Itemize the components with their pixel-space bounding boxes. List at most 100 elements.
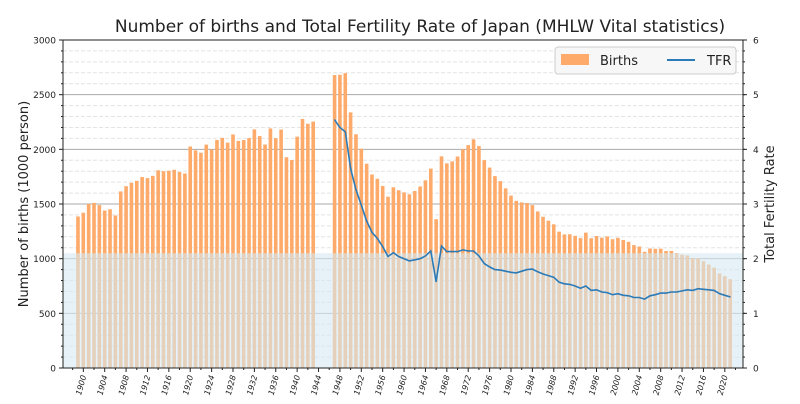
- tfr-point-2008: [660, 292, 662, 294]
- x-tick-label: 1964: [416, 374, 430, 396]
- x-tick-label: 1996: [587, 374, 601, 396]
- bar-1932: [252, 129, 257, 368]
- y-left-tick-label: 3000: [33, 37, 56, 47]
- x-tick-label: 1960: [395, 374, 409, 396]
- x-tick-label: 2012: [673, 374, 687, 396]
- tfr-point-2019: [718, 293, 721, 295]
- tfr-point-1979: [505, 270, 507, 272]
- bar-1949: [343, 73, 348, 369]
- x-tick-label: 2004: [630, 374, 644, 396]
- y-left-tick-label: 1500: [33, 201, 56, 211]
- tfr-point-1994: [585, 285, 587, 287]
- tfr-point-1962: [414, 259, 416, 261]
- x-tick-label: 1900: [74, 374, 88, 396]
- y-right-tick-label: 3: [753, 201, 759, 211]
- tfr-point-1956: [382, 246, 384, 248]
- tfr-point-1971: [462, 249, 464, 251]
- bar-1931: [247, 138, 251, 368]
- tfr-point-1984: [531, 268, 533, 270]
- x-tick-label: 1908: [117, 374, 131, 396]
- y-right-tick-label: 0: [753, 365, 759, 375]
- tfr-point-1998: [606, 291, 608, 294]
- x-tick-label: 1956: [374, 374, 388, 396]
- y-left-tick-label: 0: [50, 365, 56, 375]
- x-tick-label: 1904: [96, 374, 110, 396]
- tfr-point-2004: [638, 296, 640, 299]
- tfr-point-1973: [472, 250, 475, 252]
- tfr-point-2006: [649, 295, 651, 297]
- tfr-point-2002: [627, 295, 630, 297]
- bar-1950: [348, 112, 353, 369]
- tfr-point-1952: [360, 204, 362, 206]
- tfr-point-1958: [392, 252, 394, 254]
- tfr-point-1997: [601, 291, 603, 293]
- tfr-point-2014: [692, 289, 694, 291]
- y-right-tick-label: 4: [753, 146, 759, 156]
- x-tick-label: 1932: [245, 374, 259, 396]
- tfr-point-1976: [489, 266, 491, 268]
- y-right-tick-label: 1: [753, 310, 759, 320]
- tfr-point-1986: [542, 273, 544, 275]
- x-tick-label: 1916: [160, 374, 174, 396]
- tfr-point-1967: [440, 245, 443, 247]
- tfr-point-1949: [344, 131, 346, 133]
- tfr-point-1981: [515, 272, 517, 274]
- y-left-tick-label: 2000: [33, 146, 56, 156]
- x-tick-label: 2020: [716, 374, 730, 396]
- tfr-point-2018: [713, 289, 715, 291]
- tfr-point-2005: [644, 298, 646, 300]
- bar-1936: [273, 138, 278, 368]
- tfr-point-2015: [697, 288, 699, 290]
- tfr-point-2011: [676, 291, 678, 293]
- tfr-point-1951: [355, 189, 357, 191]
- tfr-point-2010: [670, 291, 672, 293]
- tfr-point-1983: [526, 269, 528, 271]
- x-tick-label: 2016: [694, 374, 708, 396]
- tfr-point-1996: [595, 289, 598, 291]
- tfr-point-2020: [724, 294, 726, 296]
- tfr-point-1990: [563, 283, 566, 285]
- x-tick-label: 1936: [267, 374, 281, 396]
- tfr-point-1995: [590, 289, 592, 291]
- replacement-shade: [63, 253, 743, 368]
- bar-1928: [231, 134, 235, 368]
- tfr-point-1965: [430, 250, 432, 252]
- tfr-point-2000: [617, 293, 619, 295]
- tfr-point-2007: [654, 294, 656, 296]
- tfr-point-1947: [333, 119, 336, 121]
- tfr-point-1991: [569, 283, 571, 285]
- x-tick-label: 1984: [523, 374, 537, 396]
- x-tick-label: 1944: [310, 374, 324, 396]
- tfr-point-1953: [366, 220, 368, 222]
- tfr-point-1963: [419, 258, 421, 260]
- tfr-point-1948: [339, 126, 341, 129]
- tfr-point-1966: [435, 281, 437, 283]
- tfr-point-2012: [681, 290, 683, 292]
- tfr-point-1959: [398, 255, 400, 258]
- x-tick-label: 1980: [502, 374, 516, 396]
- tfr-point-1954: [371, 231, 373, 234]
- bar-1926: [220, 137, 225, 368]
- tfr-point-1969: [451, 250, 453, 253]
- tfr-point-2001: [622, 294, 624, 296]
- x-tick-label: 1948: [331, 374, 345, 396]
- bar-1942: [306, 123, 310, 369]
- x-tick-label: 1992: [566, 374, 580, 396]
- bar-1943: [311, 121, 315, 368]
- legend-label-tfr: TFR: [706, 54, 731, 69]
- tfr-point-1988: [553, 276, 555, 278]
- tfr-point-2009: [665, 292, 667, 294]
- tfr-point-1982: [521, 270, 523, 272]
- tfr-point-1974: [478, 255, 480, 257]
- legend-label-births: Births: [600, 54, 638, 69]
- tfr-point-1985: [537, 271, 539, 273]
- y-left-tick-label: 2500: [33, 91, 56, 101]
- y-axis-right-label: Total Fertility Rate: [763, 145, 778, 263]
- tfr-point-2021: [729, 296, 731, 298]
- y-right-tick-label: 2: [753, 255, 759, 265]
- tfr-point-1964: [424, 255, 427, 257]
- bar-1951: [354, 134, 358, 368]
- y-right-tick-label: 5: [753, 91, 759, 101]
